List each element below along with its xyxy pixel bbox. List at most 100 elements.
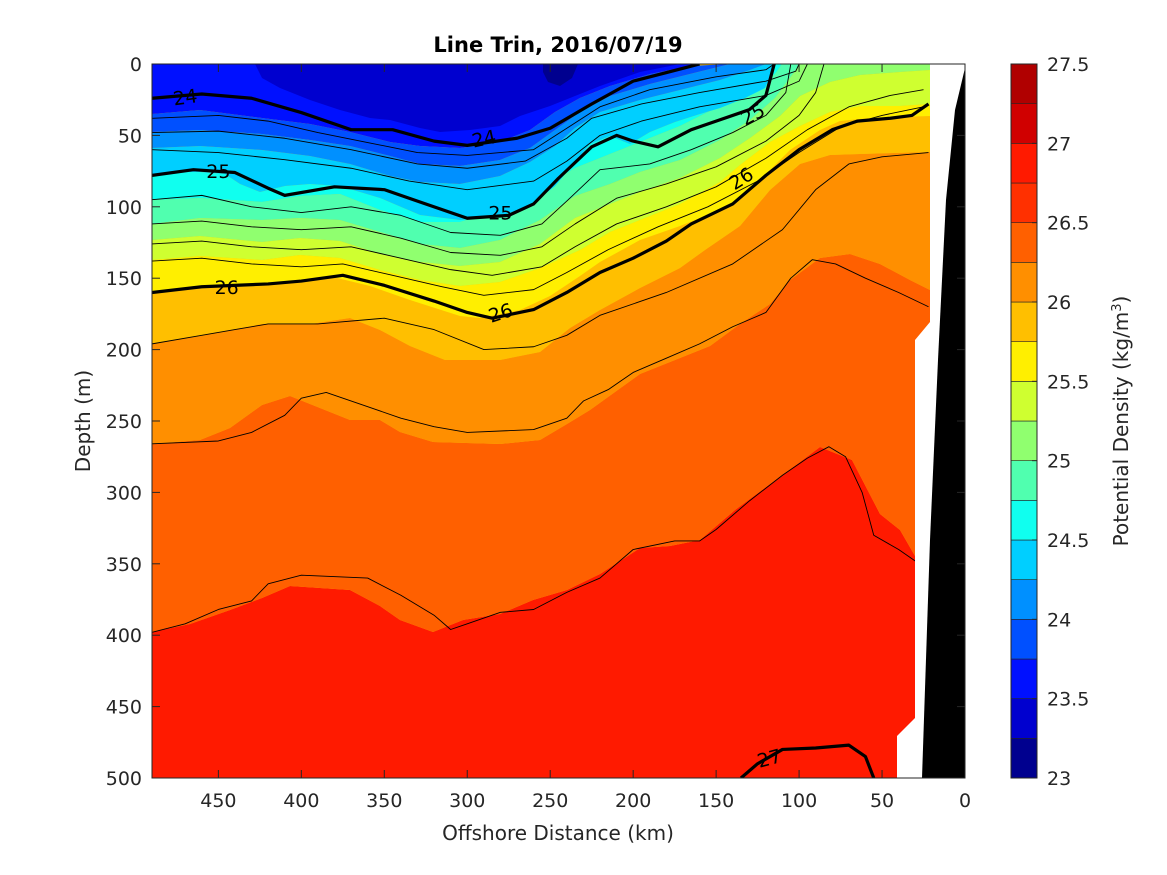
colorbar-swatch [1010, 698, 1038, 739]
contour-line-25-75 [152, 106, 924, 296]
band-26-25 [152, 152, 930, 444]
band-26-5 [152, 254, 930, 632]
y-tick-label: 200 [106, 340, 142, 362]
colorbar-label-suffix: ) [1109, 296, 1133, 304]
contour-label-text: 25 [206, 161, 230, 183]
colorbar-swatch [1010, 619, 1038, 660]
y-tick-label: 450 [106, 697, 142, 719]
y-tick-label: 300 [106, 482, 142, 504]
colorbar-swatch [1010, 500, 1038, 541]
band-24 [152, 64, 730, 166]
plot-area [152, 64, 965, 778]
x-tick-label: 350 [366, 790, 402, 812]
seafloor-topography [922, 68, 965, 778]
contour-label: 25 [206, 161, 230, 183]
contour-line-24-5 [152, 64, 800, 169]
band-26-75 [152, 447, 915, 778]
contour-label-text: 24 [470, 126, 498, 153]
colorbar-ticks: 23 23.5 24 24.5 25 25.5 26 26.5 27 27.5 [1032, 54, 1089, 790]
y-axis-label: Depth (m) [71, 370, 95, 472]
y-tick-label: 0 [130, 54, 142, 76]
contour-label: 24 [172, 85, 199, 110]
colorbar-swatch [1010, 301, 1038, 342]
colorbar-swatch [1010, 182, 1038, 223]
contour-line-25-25 [152, 64, 792, 236]
band-25-5 [152, 70, 930, 286]
y-tick-label: 400 [106, 625, 142, 647]
contour-line-24 [152, 64, 700, 147]
contour-line-26-25 [152, 152, 929, 351]
contour-line-25 [152, 64, 776, 220]
colorbar-swatch [1010, 381, 1038, 422]
contour-label: 24 [470, 126, 498, 153]
colorbar-swatch [1010, 341, 1038, 382]
x-tick-label: 400 [283, 790, 319, 812]
band-24-25 [152, 64, 766, 184]
chart-title: Line Trin, 2016/07/19 [433, 33, 682, 57]
colorbar-tick-label: 25 [1047, 451, 1071, 473]
x-axis-label: Offshore Distance (km) [442, 821, 674, 845]
contour-line-26-5 [152, 259, 929, 445]
x-tick-label: 200 [615, 790, 651, 812]
x-tick-label: 450 [200, 790, 236, 812]
contour-line-24-75 [152, 64, 808, 191]
colorbar-tick-label: 27.5 [1047, 54, 1089, 76]
x-axis: 450 400 350 300 250 200 150 100 50 0 [200, 64, 971, 812]
y-tick-label: 350 [106, 554, 142, 576]
band-25 [152, 64, 800, 248]
colorbar-label: Potential Density (kg/m3) [1109, 296, 1133, 547]
colorbar-swatch [1010, 63, 1038, 104]
y-tick-label: 250 [106, 411, 142, 433]
colorbar-swatch [1010, 738, 1038, 779]
colorbar-label-prefix: Potential Density (kg/m [1109, 312, 1133, 547]
y-tick-label: 150 [106, 268, 142, 290]
colorbar-tick-label: 25.5 [1047, 371, 1089, 393]
contour-label: 25 [488, 203, 512, 225]
x-tick-label: 150 [698, 790, 734, 812]
x-tick-label: 250 [532, 790, 568, 812]
colorbar-tick-label: 24 [1047, 609, 1071, 631]
colorbar-frame [1010, 63, 1038, 779]
colorbar-swatch [1010, 103, 1038, 144]
contour-line-24-25 [152, 64, 775, 156]
contour-line-25-75 [152, 89, 924, 276]
colorbar-swatch [1010, 262, 1038, 303]
y-tick-label: 100 [106, 197, 142, 219]
colorbar [1010, 63, 1038, 779]
colorbar-tick-label: 26 [1047, 292, 1071, 314]
colorbar-swatch [1010, 539, 1038, 580]
colorbar-swatch [1010, 420, 1038, 461]
colorbar-tick-label: 23.5 [1047, 689, 1089, 711]
y-axis: 0 50 100 150 200 250 300 350 400 450 500 [106, 54, 965, 790]
band-25-25 [152, 64, 930, 266]
y-tick-label: 50 [118, 125, 142, 147]
colorbar-tick-label: 26.5 [1047, 213, 1089, 235]
colorbar-swatch [1010, 658, 1038, 699]
colorbar-swatch [1010, 143, 1038, 184]
contour-label-text: 24 [172, 85, 199, 110]
x-tick-label: 300 [449, 790, 485, 812]
y-tick-label: 500 [106, 768, 142, 790]
x-tick-label: 50 [870, 790, 894, 812]
colorbar-swatch [1010, 222, 1038, 263]
contour-label-text: 26 [215, 277, 239, 299]
contour-lines [152, 64, 930, 778]
colorbar-label-sup: 3 [1110, 303, 1125, 311]
contour-line-27 [739, 743, 876, 778]
contour-line-26-75 [152, 446, 916, 633]
contour-label-text: 25 [488, 203, 512, 225]
colorbar-swatch [1010, 460, 1038, 501]
contour-line-26 [152, 102, 930, 320]
colorbar-tick-label: 24.5 [1047, 530, 1089, 552]
colorbar-tick-label: 27 [1047, 133, 1071, 155]
colorbar-tick-label: 23 [1047, 768, 1071, 790]
x-tick-label: 0 [959, 790, 971, 812]
x-tick-label: 100 [781, 790, 817, 812]
band-23-5 [255, 64, 680, 132]
contour-label: 26 [215, 277, 239, 299]
band-24-5 [152, 64, 776, 220]
colorbar-swatch [1010, 579, 1038, 620]
band-23-25 [543, 64, 578, 86]
contour-line-25-5 [152, 64, 825, 256]
